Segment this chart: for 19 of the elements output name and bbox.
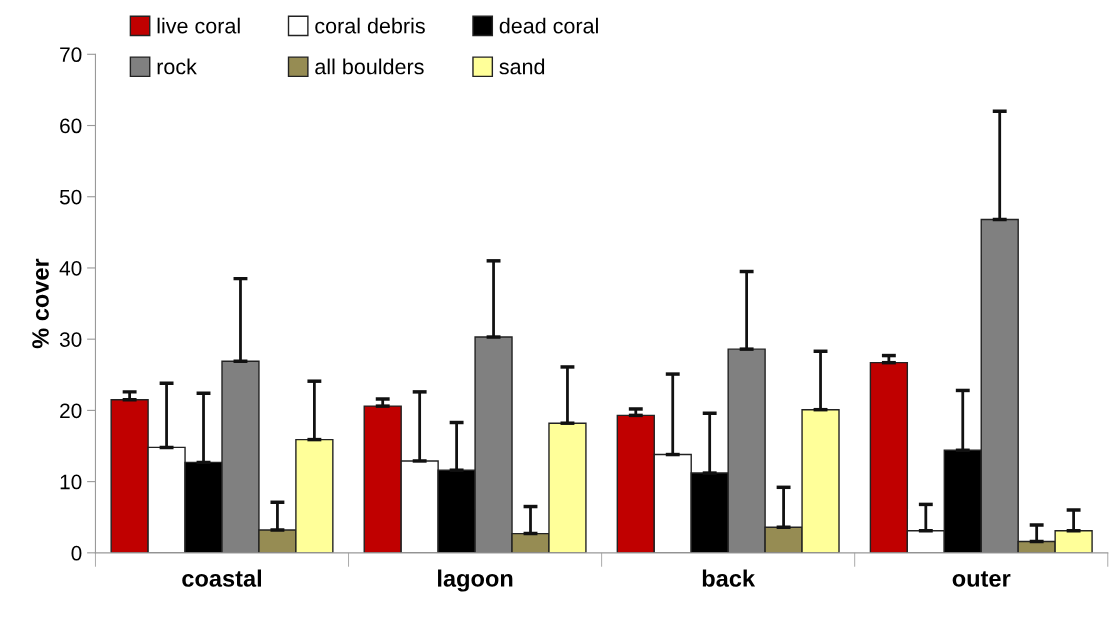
y-axis-title: % cover [32, 258, 49, 349]
x-tick-label: back [702, 569, 756, 587]
legend-label: rock [157, 58, 197, 75]
legend-label: live coral [157, 17, 240, 34]
x-tick-label: outer [952, 571, 1011, 587]
y-tick-label: 60 [60, 118, 82, 134]
legend-label: dead coral [499, 17, 598, 34]
x-tick-label: coastal [182, 569, 262, 587]
legend-label: all boulders [315, 58, 424, 75]
y-tick-label: 30 [59, 332, 82, 347]
y-tick-label: 40 [59, 260, 82, 276]
legend-label: coral debris [315, 17, 425, 34]
y-tick-label: 10 [60, 474, 82, 490]
y-tick-label: 50 [59, 189, 82, 205]
legend-label: sand [499, 58, 545, 75]
y-tick-label: 0 [71, 545, 82, 561]
y-tick-label: 70 [60, 47, 82, 63]
x-tick-label: lagoon [438, 569, 513, 592]
y-tick-label: 20 [60, 403, 82, 419]
